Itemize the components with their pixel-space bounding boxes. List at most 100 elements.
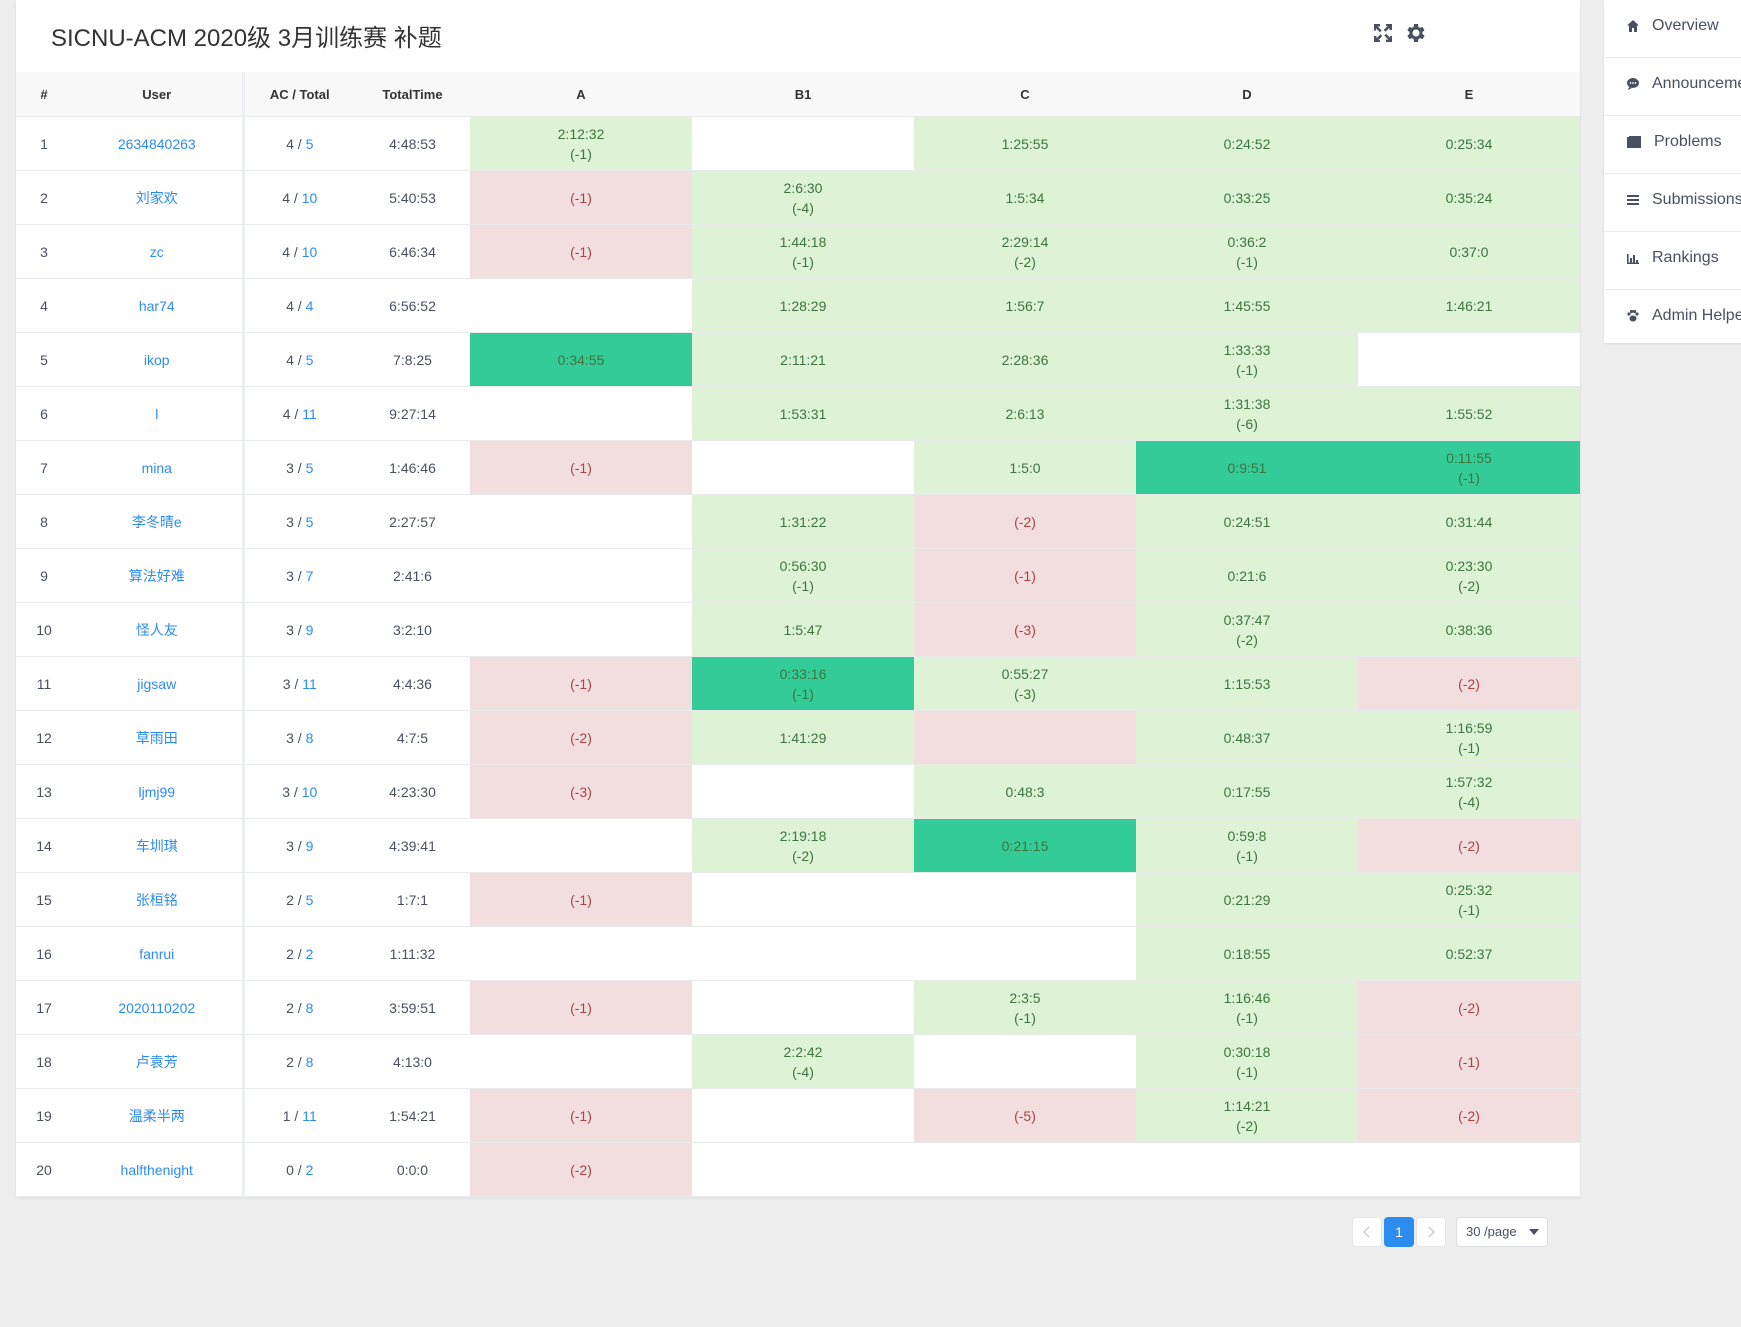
page-1-button[interactable]: 1	[1384, 1217, 1414, 1247]
total-submissions-link[interactable]: 5	[305, 891, 314, 908]
accept-time: 1:15:53	[1223, 675, 1271, 692]
problem-cell	[1358, 332, 1580, 387]
total-submissions-link[interactable]: 10	[301, 189, 318, 206]
total-submissions-link[interactable]: 11	[302, 405, 317, 422]
total-submissions-link[interactable]: 11	[302, 1107, 317, 1124]
sidebar-item-submissions[interactable]: Submissions	[1604, 174, 1741, 232]
user-link[interactable]: halfthenight	[120, 1161, 193, 1178]
error-count: (-2)	[1458, 999, 1480, 1016]
prev-page-button[interactable]	[1352, 1217, 1382, 1247]
user-link[interactable]: 卢袁芳	[135, 1053, 178, 1070]
user-link[interactable]: 2634840263	[117, 135, 196, 152]
total-submissions-link[interactable]: 8	[305, 999, 314, 1016]
user-link[interactable]: 温柔半两	[128, 1107, 185, 1124]
problem-cell: (-1)	[470, 872, 692, 927]
sidebar-item-overview[interactable]: Overview	[1604, 0, 1741, 58]
next-page-button[interactable]	[1416, 1217, 1446, 1247]
accept-time: 2:11:21	[780, 351, 826, 368]
gear-icon[interactable]	[1403, 21, 1427, 45]
accept-time: 1:28:29	[779, 297, 827, 314]
accept-time: 0:24:51	[1223, 513, 1271, 530]
total-submissions-link[interactable]: 2	[305, 945, 314, 962]
user-link[interactable]: 张桓铭	[135, 891, 178, 908]
total-submissions-link[interactable]: 5	[305, 513, 314, 530]
problem-cell: 1:53:31	[692, 386, 914, 441]
user-link[interactable]: 算法好难	[128, 567, 185, 584]
accept-time: 0:37:47	[1223, 611, 1271, 628]
user-cell: mina	[72, 440, 245, 495]
total-submissions-link[interactable]: 5	[305, 135, 314, 152]
total-submissions-link[interactable]: 4	[305, 297, 314, 314]
total-time-cell: 5:40:53	[355, 170, 470, 225]
fullscreen-icon[interactable]	[1371, 21, 1395, 45]
user-link[interactable]: 怪人友	[135, 621, 178, 638]
user-link[interactable]: har74	[138, 297, 175, 314]
accept-time: 1:33:33	[1223, 341, 1271, 358]
user-link[interactable]: 2020110202	[118, 999, 196, 1016]
user-link[interactable]: 李冬晴e	[131, 513, 182, 530]
ranking-table: # User AC / Total TotalTime A B1 C D E 1…	[16, 72, 1580, 1197]
problem-cell	[692, 1142, 914, 1197]
error-count: (-1)	[1236, 253, 1258, 270]
problem-cell: (-1)	[1358, 1034, 1580, 1089]
user-link[interactable]: fanrui	[139, 945, 175, 962]
problem-cell: 1:31:38 (-6)	[1136, 386, 1358, 441]
accept-time: 1:45:55	[1223, 297, 1271, 314]
total-time-cell: 4:7:5	[355, 710, 470, 765]
accept-time: 0:31:44	[1445, 513, 1493, 530]
total-submissions-link[interactable]: 10	[301, 783, 318, 800]
ac-count: 4	[282, 189, 291, 206]
problem-cell	[692, 764, 914, 819]
problem-cell: (-2)	[1358, 656, 1580, 711]
user-link[interactable]: ljmj99	[138, 783, 176, 800]
sidebar-item-announcements[interactable]: Announcements	[1604, 58, 1741, 116]
total-submissions-link[interactable]: 10	[301, 243, 318, 260]
error-count: (-6)	[1236, 415, 1258, 432]
accept-time: 2:6:13	[1005, 405, 1045, 422]
total-submissions-link[interactable]: 7	[305, 567, 314, 584]
user-link[interactable]: 车圳琪	[135, 837, 178, 854]
problem-cell: 0:36:2 (-1)	[1136, 224, 1358, 279]
total-submissions-link[interactable]: 5	[305, 351, 314, 368]
total-submissions-link[interactable]: 9	[305, 621, 314, 638]
total-time-cell: 1:11:32	[355, 926, 470, 981]
accept-time: 0:38:36	[1445, 621, 1493, 638]
total-submissions-link[interactable]: 11	[302, 675, 317, 692]
user-cell: jigsaw	[72, 656, 245, 711]
user-link[interactable]: l	[155, 405, 159, 422]
accept-time: 0:52:37	[1445, 945, 1493, 962]
total-submissions-link[interactable]: 2	[305, 1161, 314, 1178]
sidebar-item-rankings[interactable]: Rankings	[1604, 232, 1741, 290]
error-count: (-1)	[1014, 1009, 1036, 1026]
total-submissions-link[interactable]: 9	[305, 837, 314, 854]
total-submissions-link[interactable]: 8	[305, 729, 314, 746]
ranking-body: 1 2634840263 4 / 5 4:48:53 2:12:32 (-1) 1:25:5…	[16, 116, 1580, 1197]
sidebar-item-admin-helper[interactable]: Admin Helper	[1604, 290, 1741, 347]
total-submissions-link[interactable]: 8	[305, 1053, 314, 1070]
col-problem: E	[1358, 72, 1580, 117]
sidebar-item-problems[interactable]: Problems	[1604, 116, 1741, 174]
error-count: (-1)	[570, 1107, 592, 1124]
list-icon	[1627, 195, 1639, 205]
user-link[interactable]: jigsaw	[137, 675, 177, 692]
total-time-cell: 3:2:10	[355, 602, 470, 657]
problem-cell: 1:16:59 (-1)	[1358, 710, 1580, 765]
sidebar-item-label: Announcements	[1652, 75, 1741, 92]
total-time-cell: 2:27:57	[355, 494, 470, 549]
chevron-left-icon	[1362, 1226, 1370, 1238]
problem-cell: (-5)	[914, 1088, 1136, 1143]
user-link[interactable]: 刘家欢	[135, 189, 178, 206]
error-count: (-4)	[1458, 793, 1480, 810]
user-cell: l	[72, 386, 245, 441]
user-link[interactable]: mina	[141, 459, 172, 476]
user-link[interactable]: 草雨田	[135, 729, 178, 746]
problem-cell: 0:33:16 (-1)	[692, 656, 914, 711]
user-cell: ikop	[72, 332, 245, 387]
user-link[interactable]: ikop	[143, 351, 170, 368]
page-size-select[interactable]: 30 /page	[1456, 1217, 1548, 1247]
rank-cell: 3	[16, 224, 72, 279]
total-submissions-link[interactable]: 5	[305, 459, 314, 476]
accept-time: 1:31:22	[779, 513, 827, 530]
problem-cell	[914, 1142, 1136, 1197]
user-link[interactable]: zc	[149, 243, 164, 260]
